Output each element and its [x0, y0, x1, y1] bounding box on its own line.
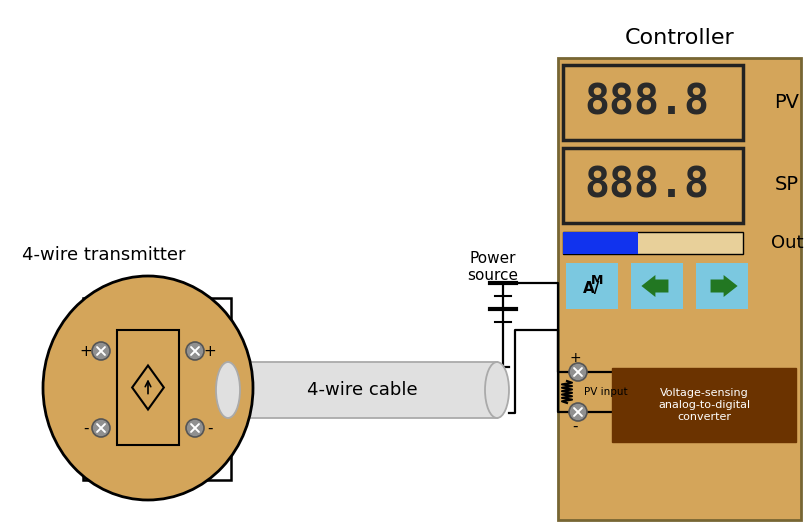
Text: SP: SP [775, 175, 799, 194]
FancyBboxPatch shape [563, 232, 638, 254]
Text: Controller: Controller [625, 28, 734, 48]
Circle shape [569, 403, 587, 421]
Text: Power
source: Power source [468, 251, 519, 284]
Text: PV: PV [775, 92, 799, 111]
Text: 888.8: 888.8 [584, 81, 709, 124]
FancyArrow shape [710, 275, 738, 297]
FancyBboxPatch shape [612, 368, 796, 442]
Text: -: - [83, 420, 89, 436]
Polygon shape [133, 365, 164, 410]
FancyBboxPatch shape [117, 330, 179, 445]
FancyBboxPatch shape [566, 263, 618, 309]
Text: +: + [80, 344, 92, 359]
Text: -: - [572, 419, 578, 433]
Text: 888.8: 888.8 [584, 165, 709, 206]
FancyBboxPatch shape [563, 65, 743, 140]
Text: -: - [207, 420, 213, 436]
Text: Out: Out [771, 234, 803, 252]
FancyBboxPatch shape [558, 58, 801, 520]
Text: Voltage-sensing
analog-to-digital
converter: Voltage-sensing analog-to-digital conver… [658, 389, 750, 421]
FancyBboxPatch shape [83, 298, 231, 480]
FancyBboxPatch shape [631, 263, 683, 309]
Ellipse shape [216, 362, 240, 418]
FancyBboxPatch shape [228, 362, 497, 418]
FancyBboxPatch shape [563, 232, 743, 254]
Text: M: M [591, 275, 604, 288]
Text: 4-wire cable: 4-wire cable [307, 381, 418, 399]
Text: +: + [569, 351, 581, 365]
Ellipse shape [43, 276, 253, 500]
Ellipse shape [485, 362, 509, 418]
FancyBboxPatch shape [696, 263, 748, 309]
Text: A/: A/ [583, 281, 600, 297]
Circle shape [92, 342, 110, 360]
Text: PV input: PV input [584, 387, 628, 397]
Text: +: + [204, 344, 217, 359]
FancyBboxPatch shape [563, 148, 743, 223]
Text: 4-wire transmitter: 4-wire transmitter [22, 246, 186, 264]
FancyArrow shape [642, 275, 668, 297]
Circle shape [186, 342, 204, 360]
Circle shape [569, 363, 587, 381]
Circle shape [186, 419, 204, 437]
Circle shape [92, 419, 110, 437]
